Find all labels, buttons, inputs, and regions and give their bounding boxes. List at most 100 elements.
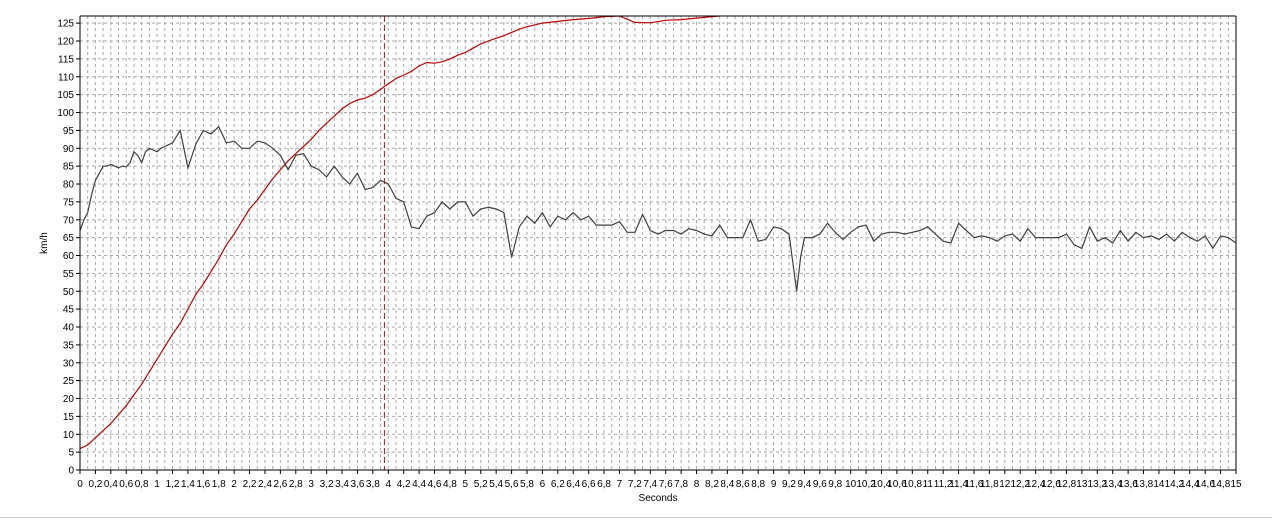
x-tick-label: 5,4 [489,479,503,490]
x-tick-label: 14,8 [1211,479,1231,490]
x-tick-label: 6,8 [597,479,611,490]
x-tick-label: 4 [385,479,391,490]
x-tick-label: 3,2 [320,479,334,490]
y-tick-label: 15 [63,412,75,423]
y-tick-label: 0 [68,466,74,477]
x-tick-label: 8,6 [736,479,750,490]
x-tick-label: 13 [1076,479,1088,490]
x-tick-label: 4,8 [443,479,457,490]
y-tick-label: 55 [63,269,75,280]
x-tick-label: 10,8 [903,479,923,490]
x-tick-label: 3 [308,479,314,490]
x-tick-label: 7,2 [628,479,642,490]
series-line-2 [80,125,1236,292]
y-tick-label: 75 [63,197,75,208]
x-tick-label: 12,4 [1026,479,1046,490]
x-tick-label: 7,4 [643,479,657,490]
y-tick-label: 60 [63,251,75,262]
x-tick-label: 8 [694,479,700,490]
y-tick-label: 10 [63,430,75,441]
y-tick-label: 45 [63,305,75,316]
y-tick-label: 120 [57,37,74,48]
x-tick-label: 14,6 [1195,479,1215,490]
x-tick-label: 12,2 [1010,479,1030,490]
x-tick-label: 10 [845,479,857,490]
y-tick-label: 5 [68,448,74,459]
x-tick-label: 1,2 [166,479,180,490]
y-tick-label: 105 [57,90,74,101]
x-tick-label: 2,4 [258,479,272,490]
y-tick-label: 50 [63,287,75,298]
x-tick-label: 11,6 [965,479,984,490]
x-tick-label: 3,8 [366,479,380,490]
x-tick-label: 6,4 [566,479,580,490]
y-tick-label: 40 [63,323,75,334]
y-tick-label: 95 [63,126,75,137]
x-tick-label: 0,2 [88,479,102,490]
x-tick-label: 4,4 [412,479,426,490]
x-tick-label: 8,4 [720,479,734,490]
y-tick-label: 85 [63,162,75,173]
y-tick-label: 65 [63,233,75,244]
x-tick-label: 10,2 [856,479,876,490]
x-tick-label: 4,2 [397,479,411,490]
x-tick-label: 14,2 [1165,479,1185,490]
y-tick-label: 100 [57,108,74,119]
x-tick-label: 7 [617,479,623,490]
x-axis-title: Seconds [639,493,678,504]
x-tick-label: 13,8 [1134,479,1154,490]
x-tick-label: 9,8 [828,479,842,490]
x-tick-label: 2 [231,479,237,490]
x-tick-label: 5,8 [520,479,534,490]
y-tick-label: 30 [63,358,75,369]
x-tick-label: 15 [1230,479,1242,490]
x-tick-label: 6,2 [551,479,565,490]
x-tick-label: 11,2 [934,479,953,490]
x-tick-label: 3,6 [350,479,364,490]
x-tick-label: 9 [771,479,777,490]
y-tick-label: 115 [58,54,74,65]
x-tick-label: 5,2 [474,479,488,490]
x-tick-label: 9,6 [813,479,827,490]
x-tick-label: 2,8 [289,479,303,490]
y-tick-label: 125 [57,19,74,30]
x-tick-label: 1,4 [181,479,195,490]
y-tick-label: 20 [63,394,75,405]
x-tick-label: 9,2 [782,479,796,490]
x-tick-label: 10,6 [887,479,907,490]
x-tick-label: 14 [1153,479,1165,490]
y-tick-label: 110 [58,72,74,83]
x-tick-label: 13,6 [1118,479,1138,490]
x-tick-label: 14,4 [1180,479,1200,490]
y-tick-label: 80 [63,180,75,191]
x-tick-label: 12,6 [1041,479,1061,490]
series-line-1 [80,16,727,450]
x-tick-label: 10,4 [872,479,892,490]
x-tick-label: 8,2 [705,479,719,490]
grid [80,16,1236,470]
x-tick-label: 0,4 [104,479,118,490]
x-tick-label: 12,8 [1057,479,1077,490]
y-tick-label: 35 [63,340,75,351]
axes: 0510152025303540455055606570758085909510… [57,15,1242,490]
x-tick-label: 0,8 [135,479,149,490]
y-axis-title: km/h [39,232,50,254]
x-tick-label: 6,6 [582,479,596,490]
x-tick-label: 5,6 [505,479,519,490]
x-tick-label: 2,6 [273,479,287,490]
x-tick-label: 5 [463,479,469,490]
x-tick-label: 0 [77,479,83,490]
x-tick-label: 1 [154,479,160,490]
x-tick-label: 9,4 [797,479,811,490]
x-tick-label: 8,8 [751,479,765,490]
x-tick-label: 0,6 [119,479,133,490]
x-tick-label: 3,4 [335,479,349,490]
x-tick-label: 12 [999,479,1011,490]
y-tick-label: 90 [63,144,75,155]
x-tick-label: 11,4 [949,479,968,490]
series-group [80,16,1236,470]
x-tick-label: 2,2 [243,479,257,490]
x-tick-label: 11 [923,479,934,490]
